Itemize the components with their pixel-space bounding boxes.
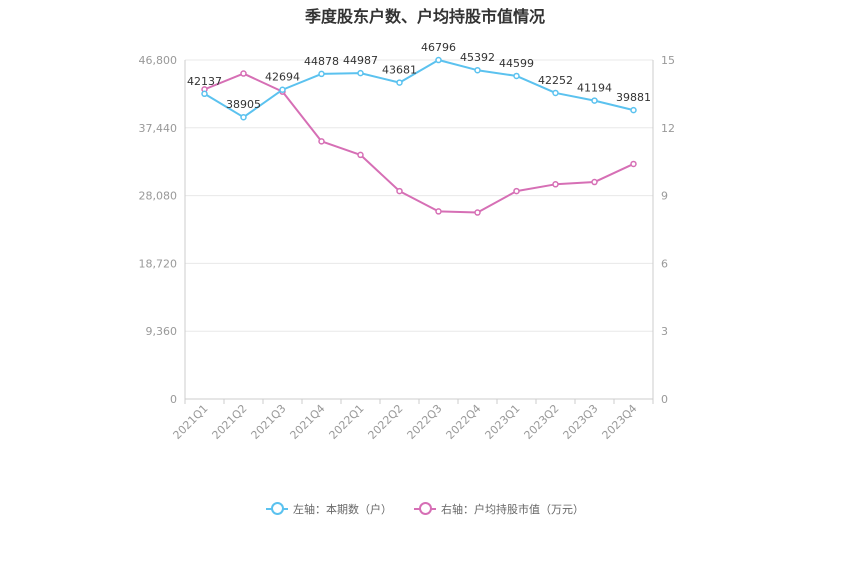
data-label: 46796: [421, 41, 456, 54]
data-point-0: [201, 90, 208, 98]
data-label: 44878: [304, 55, 339, 68]
x-axis-tick-label: 2021Q4: [288, 402, 328, 442]
legend-swatch-market-value-icon: [414, 502, 436, 515]
data-point-0: [357, 69, 364, 77]
data-point-0: [513, 72, 520, 80]
left-axis-tick-label: 9,360: [146, 325, 178, 338]
data-label: 38905: [226, 98, 261, 111]
data-point-1: [435, 208, 442, 215]
legend-label-households: 左轴：本期数（户）: [293, 503, 392, 516]
right-axis-tick-label: 12: [661, 122, 675, 135]
left-axis-tick-label: 28,080: [139, 190, 178, 203]
right-axis-tick-label: 15: [661, 54, 675, 67]
x-axis-tick-label: 2021Q1: [171, 402, 211, 442]
data-label: 42252: [538, 74, 573, 87]
data-label: 39881: [616, 91, 651, 104]
data-point-0: [591, 97, 598, 104]
right-axis-tick-label: 0: [661, 393, 668, 406]
x-axis-tick-label: 2021Q2: [210, 402, 250, 442]
x-axis-tick-label: 2022Q1: [327, 402, 367, 442]
data-point-0: [630, 106, 637, 114]
data-point-1: [396, 187, 403, 195]
data-point-0: [318, 70, 325, 78]
data-point-1: [630, 160, 637, 168]
data-point-1: [357, 151, 364, 159]
series-line-1: [204, 72, 634, 214]
data-point-0: [435, 56, 442, 64]
data-label: 44987: [343, 54, 378, 67]
left-axis-tick-label: 46,800: [139, 54, 178, 67]
data-label: 44599: [499, 57, 534, 70]
right-axis-tick-label: 9: [661, 190, 668, 203]
data-point-1: [240, 70, 247, 77]
x-axis-tick-label: 2023Q2: [522, 402, 562, 442]
data-point-0: [279, 86, 286, 93]
data-point-0: [240, 113, 247, 121]
x-axis-tick-label: 2022Q2: [366, 402, 406, 442]
data-label: 41194: [577, 82, 612, 95]
legend-item-market-value[interactable]: 右轴：户均持股市值（万元）: [414, 501, 584, 517]
data-label: 43681: [382, 64, 417, 77]
data-point-1: [318, 138, 325, 145]
data-point-1: [513, 187, 520, 195]
legend-label-market-value: 右轴：户均持股市值（万元）: [441, 503, 584, 516]
data-label: 42137: [187, 75, 222, 88]
data-point-1: [591, 178, 598, 186]
data-label: 45392: [460, 51, 495, 64]
left-axis-tick-label: 18,720: [139, 257, 178, 270]
left-axis-tick-label: 37,440: [139, 122, 178, 135]
x-axis-tick-label: 2022Q3: [405, 402, 445, 442]
x-axis-tick-label: 2023Q3: [561, 402, 601, 442]
x-axis-tick-label: 2022Q4: [444, 402, 484, 442]
data-label: 42694: [265, 71, 300, 84]
data-point-1: [552, 181, 559, 188]
x-axis-tick-label: 2023Q1: [483, 402, 523, 442]
legend-swatch-households-icon: [266, 502, 288, 515]
data-point-1: [474, 209, 481, 216]
data-point-0: [474, 66, 481, 74]
x-axis-tick-label: 2023Q4: [600, 402, 640, 442]
legend: 左轴：本期数（户） 右轴：户均持股市值（万元）: [0, 501, 850, 517]
right-axis-tick-label: 6: [661, 257, 668, 270]
chart-title: 季度股东户数、户均持股市值情况: [304, 7, 545, 26]
data-point-0: [396, 79, 403, 86]
left-axis-tick-label: 0: [170, 393, 177, 406]
data-point-0: [552, 89, 559, 97]
series-line-0: [203, 59, 634, 119]
legend-item-households[interactable]: 左轴：本期数（户）: [266, 501, 392, 517]
right-axis-tick-label: 3: [661, 325, 668, 338]
x-axis-tick-label: 2021Q3: [249, 402, 289, 442]
